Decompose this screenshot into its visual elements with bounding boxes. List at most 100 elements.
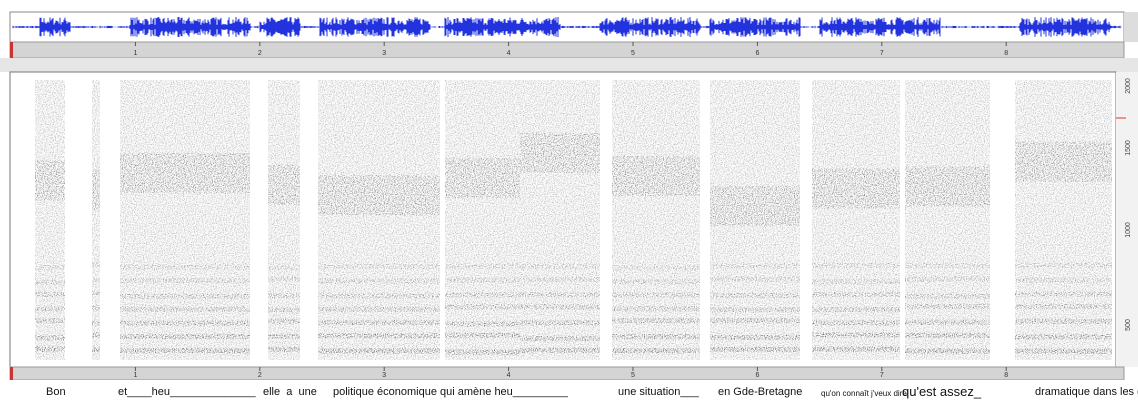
frequency-label: 1000	[1125, 222, 1132, 238]
formant	[445, 157, 520, 198]
harmonic-band	[812, 332, 900, 338]
harmonic-band	[120, 334, 250, 340]
harmonic-band	[92, 262, 100, 268]
transcript-word: politique économique qui amène heu______…	[333, 386, 568, 398]
ruler-tick-label: 6	[755, 50, 759, 57]
harmonic-band	[318, 319, 440, 325]
harmonic-band	[612, 334, 700, 340]
harmonic-band	[92, 347, 100, 353]
harmonic-band	[445, 292, 520, 298]
frequency-label: 2000	[1125, 78, 1132, 94]
harmonic-band	[812, 292, 900, 298]
harmonic-band	[318, 293, 440, 299]
ruler-tick-label: 4	[507, 50, 511, 57]
harmonic-band	[812, 346, 900, 352]
formant	[710, 185, 800, 226]
frequency-axis	[1116, 72, 1138, 367]
transcript-word: qu'est assez_	[902, 384, 982, 399]
harmonic-band	[612, 306, 700, 312]
energy-region	[268, 80, 300, 360]
ruler-tick-label: 6	[755, 372, 759, 379]
harmonic-band	[710, 276, 800, 282]
harmonic-band	[120, 293, 250, 299]
ruler-tick-label: 8	[1004, 50, 1008, 57]
spectrogram	[35, 80, 1112, 360]
harmonic-band	[520, 277, 600, 283]
transcript-word: Bon	[46, 386, 66, 398]
formant	[35, 160, 65, 201]
harmonic-band	[92, 320, 100, 326]
transcript-word: qu'on connaît j'veux dire	[821, 389, 907, 398]
transcript-word: en Gde-Bretagne	[718, 386, 803, 398]
harmonic-band	[812, 306, 900, 312]
harmonic-band	[35, 292, 65, 298]
harmonic-band	[120, 348, 250, 354]
harmonic-band	[445, 349, 520, 355]
harmonic-band	[35, 306, 65, 312]
harmonic-band	[612, 292, 700, 298]
harmonic-band	[445, 304, 520, 310]
formant	[905, 166, 990, 207]
harmonic-band	[120, 306, 250, 312]
energy-region	[120, 80, 250, 360]
harmonic-band	[35, 346, 65, 352]
harmonic-band	[268, 346, 300, 352]
ruler-tick-label: 5	[631, 372, 635, 379]
formant	[268, 164, 300, 205]
harmonic-band	[1015, 348, 1112, 354]
harmonic-band	[1015, 277, 1112, 283]
harmonic-band	[520, 264, 600, 270]
energy-region	[1015, 80, 1112, 360]
formant	[318, 175, 440, 216]
transcript-word: une situation___	[618, 386, 699, 398]
playhead	[10, 42, 13, 58]
formant	[520, 132, 600, 173]
harmonic-band	[35, 279, 65, 285]
harmonic-band	[318, 306, 440, 312]
harmonic-band	[268, 318, 300, 324]
playhead	[10, 367, 13, 380]
harmonic-band	[268, 293, 300, 299]
harmonic-band	[445, 332, 520, 338]
harmonic-band	[710, 318, 800, 324]
energy-region	[92, 80, 100, 360]
harmonic-band	[318, 333, 440, 339]
harmonic-band	[710, 346, 800, 352]
separator	[0, 58, 1138, 72]
harmonic-band	[268, 333, 300, 339]
harmonic-band	[268, 307, 300, 313]
harmonic-band	[318, 278, 440, 284]
ruler-tick-label: 7	[880, 372, 884, 379]
harmonic-band	[710, 263, 800, 269]
harmonic-band	[318, 348, 440, 354]
harmonic-band	[268, 264, 300, 270]
harmonic-band	[1015, 262, 1112, 268]
formant	[120, 153, 250, 194]
ruler-tick-label: 1	[133, 50, 137, 57]
ruler-tick-label: 7	[880, 50, 884, 57]
harmonic-band	[92, 278, 100, 284]
ruler-tick-label: 3	[382, 50, 386, 57]
level-meter	[1124, 12, 1138, 42]
harmonic-band	[120, 320, 250, 326]
harmonic-band	[905, 276, 990, 282]
harmonic-band	[318, 264, 440, 270]
harmonic-band	[120, 264, 250, 270]
harmonic-band	[120, 278, 250, 284]
time-ruler	[9, 41, 1125, 59]
energy-region	[520, 80, 600, 360]
time-ruler	[9, 366, 1125, 380]
harmonic-band	[612, 348, 700, 354]
frequency-label: 1500	[1125, 140, 1132, 156]
formant	[612, 156, 700, 197]
harmonic-band	[92, 290, 100, 296]
ruler-tick-label: 3	[382, 372, 386, 379]
harmonic-band	[905, 263, 990, 269]
harmonic-band	[710, 292, 800, 298]
analysis-view: 1 2 3 4 5 6 7 8 1 2 3 4 5 6 7 8 500 1000 1500 2000	[0, 11, 1138, 380]
harmonic-band	[445, 321, 520, 327]
harmonic-band	[905, 293, 990, 299]
energy-region	[445, 80, 520, 360]
harmonic-band	[612, 265, 700, 271]
harmonic-band	[520, 347, 600, 353]
